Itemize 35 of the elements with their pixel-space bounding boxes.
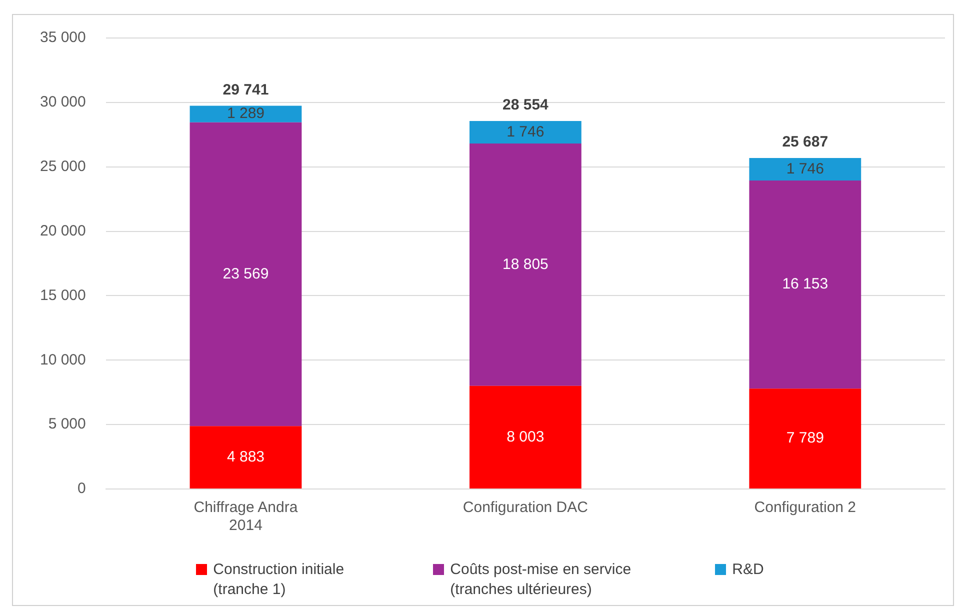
data-label: 7 789 [786,430,824,447]
x-tick-label: Configuration 2 [754,499,856,516]
x-tick-label: Chiffrage Andra 2014 [194,499,298,534]
y-tick-label: 5 000 [48,416,86,433]
bar [470,386,582,488]
data-label: 16 153 [782,276,828,293]
bar [190,122,302,426]
legend-label: Coûts post-mise en service (tranches ultérieures) [450,560,632,600]
total-label: 29 741 [222,81,269,98]
bar [749,388,862,488]
y-tick-label: 15 000 [40,286,86,304]
data-label: 23 569 [222,265,269,282]
data-label: 1 746 [786,160,824,178]
bar [470,144,582,386]
bar [190,106,302,122]
y-tick-label: 10 000 [40,351,86,368]
y-tick-label: 30 000 [40,94,86,111]
x-tick-label: Configuration DAC [462,499,588,516]
data-label: 8 003 [506,428,544,446]
bar [470,121,582,144]
y-tick-label: 20 000 [40,222,86,240]
bar [190,426,302,488]
total-label: 28 554 [502,96,550,114]
data-label: 4 883 [226,448,265,466]
data-label: 1 289 [226,105,265,122]
bar [749,158,862,180]
data-label: 18 805 [502,256,548,273]
y-tick-label: 35 000 [40,29,86,46]
legend-label: R&D [732,560,764,580]
bar [749,180,862,389]
y-tick-label: 25 000 [40,158,86,175]
data-label: 1 746 [506,123,544,140]
legend-label: Construction initiale (tranche 1) [213,560,346,600]
total-label: 25 687 [782,134,828,151]
y-tick-label: 0 [78,480,86,498]
